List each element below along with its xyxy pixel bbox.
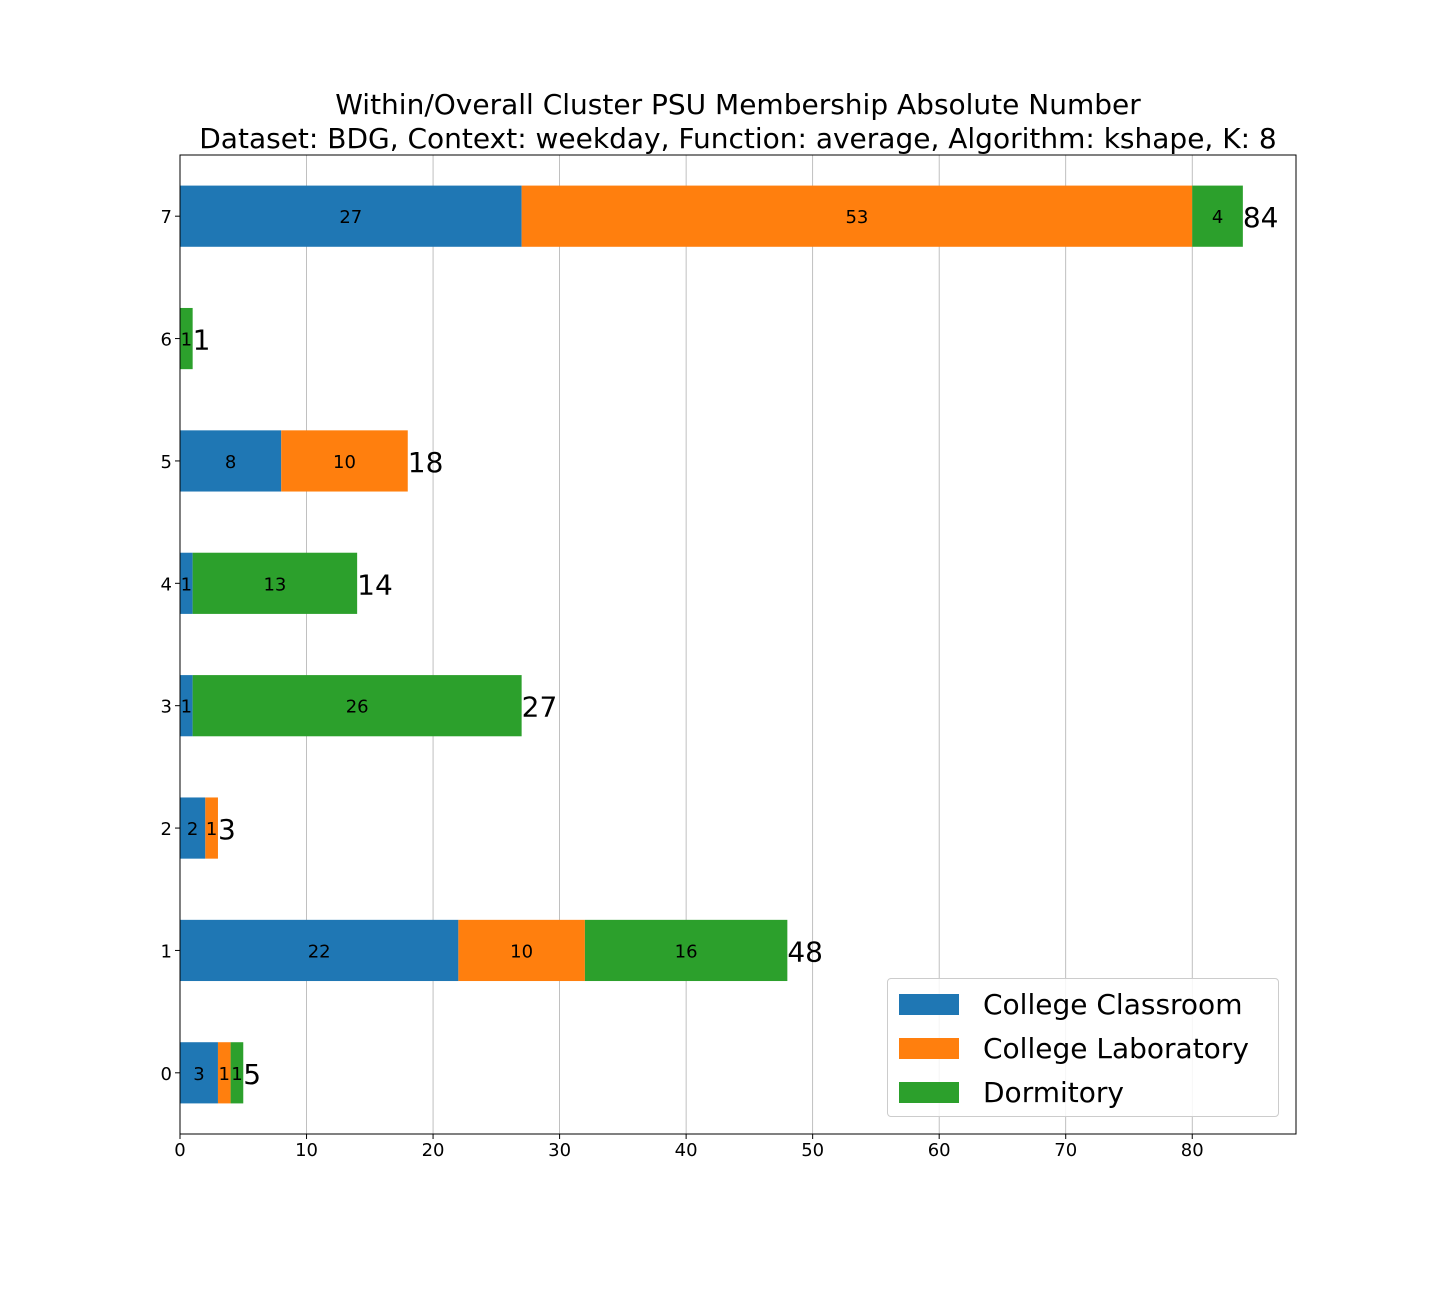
total-label-1: 48: [787, 935, 823, 968]
x-tick-label-50: 50: [801, 1140, 824, 1161]
plot-frame: [179, 154, 1297, 1135]
total-label-6: 1: [193, 324, 211, 357]
total-label-5: 18: [408, 446, 444, 479]
segment-label-1-1: 10: [510, 941, 533, 962]
bar-0-dormitory: [230, 1042, 244, 1104]
total-label-3: 27: [522, 691, 558, 724]
chart-legend: College Classroom College Laboratory Dor…: [887, 978, 1279, 1117]
legend-item-dormitory: Dormitory: [899, 1072, 1124, 1112]
x-tick-label-40: 40: [675, 1140, 698, 1161]
bar-6-dormitory: [180, 307, 193, 370]
chart-subtitle: Dataset: BDG, Context: weekday, Function…: [199, 122, 1277, 155]
y-tick-label-3: 3: [161, 697, 172, 718]
bar-5-college-laboratory: [281, 430, 408, 492]
bar-4-college-classroom: [180, 552, 193, 614]
bar-7-dormitory: [1192, 185, 1243, 247]
bar-7-college-laboratory: [521, 185, 1193, 247]
segment-label-0-1: 1: [219, 1064, 230, 1085]
x-tick-label-70: 70: [1054, 1140, 1077, 1161]
segment-label-4-2: 13: [263, 574, 286, 595]
total-label-2: 3: [218, 813, 236, 846]
legend-label-college-laboratory: College Laboratory: [983, 1031, 1249, 1065]
x-tick-label-30: 30: [548, 1140, 571, 1161]
legend-item-college-laboratory: College Laboratory: [899, 1028, 1249, 1068]
segment-label-7-0: 27: [339, 207, 362, 228]
legend-label-dormitory: Dormitory: [983, 1075, 1124, 1109]
total-label-7: 84: [1243, 201, 1279, 234]
y-tick-label-7: 7: [161, 207, 172, 228]
x-tick-label-20: 20: [422, 1140, 445, 1161]
bar-1-dormitory: [584, 919, 788, 982]
segment-label-3-2: 26: [346, 697, 369, 718]
x-tick-label-80: 80: [1181, 1140, 1204, 1161]
y-tick-label-1: 1: [161, 941, 172, 962]
legend-swatch-college-classroom: [899, 993, 959, 1015]
bar-3-dormitory: [192, 675, 522, 737]
segment-label-5-0: 8: [225, 452, 236, 473]
y-tick-label-0: 0: [161, 1064, 172, 1085]
bar-5-college-classroom: [180, 430, 282, 492]
total-label-0: 5: [243, 1058, 261, 1091]
legend-item-college-classroom: College Classroom: [899, 984, 1242, 1024]
x-tick-label-60: 60: [928, 1140, 951, 1161]
segment-label-7-2: 4: [1212, 207, 1223, 228]
legend-swatch-dormitory: [899, 1081, 959, 1103]
y-tick-label-4: 4: [161, 574, 172, 595]
segment-label-5-1: 10: [333, 452, 356, 473]
segment-label-4-0: 1: [181, 574, 192, 595]
y-tick-label-5: 5: [161, 452, 172, 473]
bar-1-college-laboratory: [458, 919, 585, 982]
bar-0-college-classroom: [180, 1042, 218, 1104]
y-tick-label-6: 6: [161, 330, 172, 351]
segment-label-2-1: 1: [206, 819, 217, 840]
bar-0-college-laboratory: [217, 1042, 231, 1104]
bar-1-college-classroom: [180, 919, 459, 982]
bar-4-dormitory: [192, 552, 358, 614]
total-label-4: 14: [357, 568, 393, 601]
bar-2-college-laboratory: [205, 797, 218, 859]
bar-3-college-classroom: [180, 675, 193, 737]
segment-label-6-2: 1: [181, 330, 192, 351]
legend-label-college-classroom: College Classroom: [983, 987, 1243, 1021]
segment-label-2-0: 2: [187, 819, 198, 840]
segment-label-0-0: 3: [193, 1064, 204, 1085]
segment-label-1-0: 22: [308, 941, 331, 962]
y-tick-label-2: 2: [161, 819, 172, 840]
x-tick-label-0: 0: [174, 1140, 185, 1161]
chart-title: Within/Overall Cluster PSU Membership Ab…: [335, 88, 1141, 121]
segment-label-1-2: 16: [675, 941, 698, 962]
bar-7-college-classroom: [180, 185, 522, 247]
legend-swatch-college-laboratory: [899, 1037, 959, 1059]
x-tick-label-10: 10: [295, 1140, 318, 1161]
segment-label-0-2: 1: [231, 1064, 242, 1085]
segment-label-7-1: 53: [845, 207, 868, 228]
bar-2-college-classroom: [180, 797, 206, 859]
segment-label-3-0: 1: [181, 697, 192, 718]
